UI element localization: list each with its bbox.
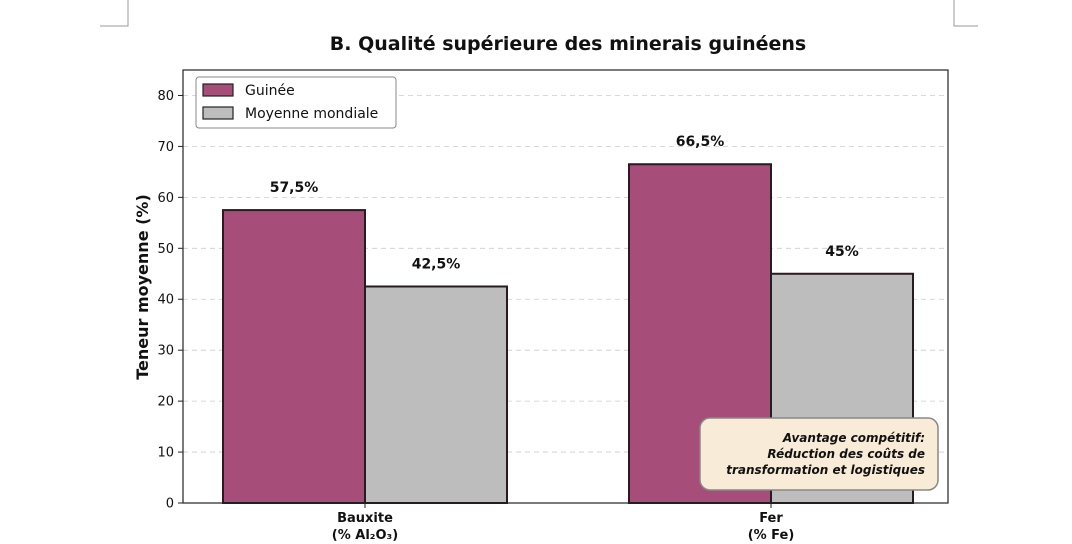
x-tick-sublabel: (% Fe) <box>748 528 795 543</box>
bar-value-label: 42,5% <box>412 257 461 273</box>
legend-label-moyenne-mondiale: Moyenne mondiale <box>245 106 378 122</box>
y-tick-label: 60 <box>157 191 174 206</box>
plot-frame <box>182 69 949 504</box>
annotation: Avantage compétitif: Réduction des coûts… <box>699 417 939 491</box>
x-axis-ticks: Bauxite (% Al₂O₃) Fer (% Fe) <box>332 503 795 543</box>
bar-value-label: 45% <box>825 244 859 260</box>
y-tick-label: 70 <box>157 140 174 155</box>
y-tick-label: 80 <box>157 89 174 104</box>
y-axis-label: Teneur moyenne (%) <box>133 194 152 380</box>
data-labels: 57,5% 42,5% 66,5% 45% <box>270 134 859 272</box>
annotation-box <box>699 417 939 491</box>
y-tick-label: 50 <box>157 242 174 257</box>
y-tick-label: 0 <box>166 497 174 512</box>
bars <box>222 163 914 505</box>
annotation-line-3: transformation et logistiques <box>726 463 925 477</box>
bar <box>364 285 508 504</box>
legend-swatch-guinee <box>202 83 234 97</box>
bar <box>222 209 366 505</box>
annotation-line-1: Avantage compétitif: <box>782 431 925 445</box>
y-tick-label: 20 <box>157 395 174 410</box>
bar-value-label: 66,5% <box>676 134 725 150</box>
x-tick-label: Fer <box>759 511 783 526</box>
chart-title: B. Qualité supérieure des minerais guiné… <box>330 33 806 55</box>
y-tick-label: 30 <box>157 344 174 359</box>
y-tick-label: 40 <box>157 293 174 308</box>
y-axis-ticks: 0 10 20 30 40 50 60 70 80 <box>157 89 183 512</box>
y-tick-label: 10 <box>157 446 174 461</box>
x-tick-sublabel: (% Al₂O₃) <box>332 528 398 543</box>
legend-box <box>195 76 397 129</box>
legend-swatch-moyenne-mondiale <box>202 106 234 120</box>
legend-label-guinee: Guinée <box>245 83 295 99</box>
legend: Guinée Moyenne mondiale <box>195 76 397 129</box>
x-tick-label: Bauxite <box>337 511 393 526</box>
annotation-line-2: Réduction des coûts de <box>767 447 925 461</box>
bar-value-label: 57,5% <box>270 180 319 196</box>
